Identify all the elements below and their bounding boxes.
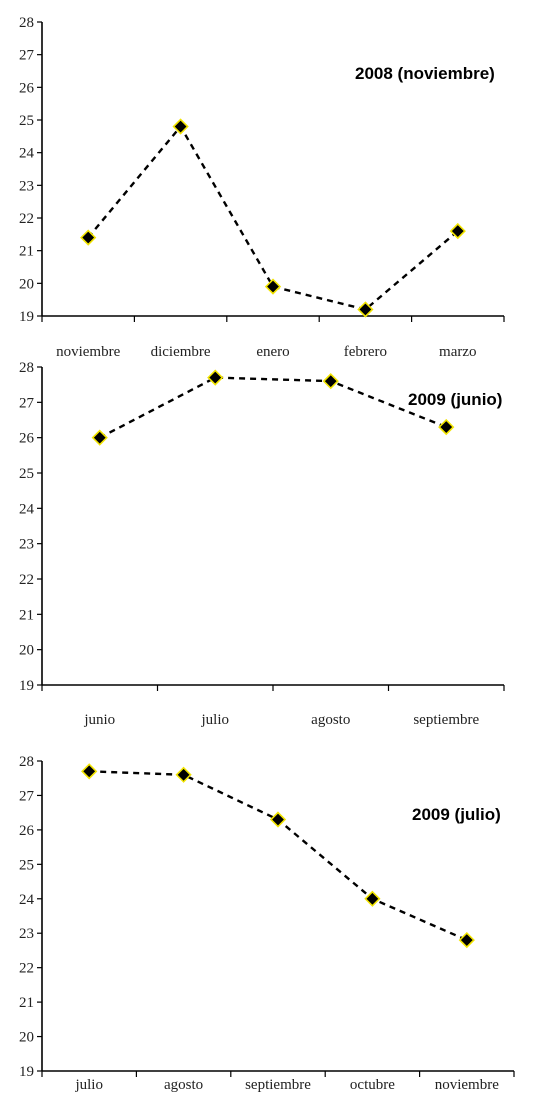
y-tick-label: 20 <box>19 1030 34 1046</box>
x-tick-label: septiembre <box>413 712 479 728</box>
y-tick-label: 25 <box>19 857 34 873</box>
y-tick-label: 28 <box>19 754 34 770</box>
x-tick-label: septiembre <box>245 1077 311 1093</box>
chart-title: 2008 (noviembre) <box>355 64 495 83</box>
chart-panel-2: 19 20 21 22 23 24 25 26 27 28 junio julio agosto sept… <box>19 360 505 728</box>
y-tick-label: 24 <box>19 146 35 162</box>
y-tick-label: 20 <box>19 643 34 659</box>
data-point-marker <box>172 118 189 135</box>
data-point-marker <box>357 301 374 318</box>
y-tick-label: 27 <box>19 48 35 64</box>
data-point-marker <box>438 418 455 436</box>
x-tick-label: marzo <box>439 344 476 360</box>
data-point-marker <box>449 222 466 240</box>
y-tick-label: 24 <box>19 892 35 908</box>
x-tick-label: junio <box>83 712 115 728</box>
y-tick-label: 26 <box>19 80 35 96</box>
x-tick-label: julio <box>74 1077 103 1093</box>
series-line <box>89 770 468 942</box>
x-tick-label: noviembre <box>435 1077 499 1093</box>
y-tick-label: 27 <box>19 788 35 804</box>
y-tick-label: 23 <box>19 926 34 942</box>
y-tick-label: 26 <box>19 431 35 447</box>
data-point-marker <box>364 890 381 907</box>
chart-title: 2009 (junio) <box>408 390 502 409</box>
y-tick-label: 22 <box>19 211 34 227</box>
y-tick-label: 22 <box>19 572 34 588</box>
x-tick-label: febrero <box>344 344 387 360</box>
x-tick-label: octubre <box>350 1077 395 1093</box>
data-point-marker <box>91 429 108 446</box>
y-tick-label: 21 <box>19 244 34 260</box>
y-tick-label: 22 <box>19 961 34 977</box>
y-tick-label: 19 <box>19 309 34 325</box>
data-point-marker <box>207 369 224 386</box>
y-tick-label: 23 <box>19 178 34 194</box>
data-point-marker <box>175 766 192 783</box>
y-tick-label: 21 <box>19 995 34 1011</box>
chart-title: 2009 (julio) <box>412 805 501 824</box>
series-line <box>87 124 459 311</box>
y-tick-label: 19 <box>19 678 34 694</box>
x-tick-label: enero <box>256 344 289 360</box>
y-tick-label: 28 <box>19 15 34 31</box>
y-tick-label: 28 <box>19 360 34 376</box>
x-tick-label: agosto <box>311 712 350 728</box>
data-point-marker <box>458 931 475 949</box>
x-tick-label: noviembre <box>56 344 120 360</box>
data-point-marker <box>81 763 98 780</box>
y-tick-label: 23 <box>19 537 34 553</box>
data-point-marker <box>264 278 282 295</box>
data-point-marker <box>80 229 97 246</box>
x-tick-label: diciembre <box>151 344 211 360</box>
y-tick-label: 21 <box>19 607 34 623</box>
series-line <box>99 376 447 439</box>
chart-panel-1: 19 20 21 22 23 24 25 26 27 28 noviembre diciembre en… <box>19 15 505 360</box>
y-tick-label: 25 <box>19 466 34 482</box>
data-point-marker <box>269 811 287 828</box>
y-tick-label: 25 <box>19 113 34 129</box>
y-tick-label: 27 <box>19 395 35 411</box>
x-tick-label: agosto <box>164 1077 203 1093</box>
chart-panel-3: 19 20 21 22 23 24 25 26 27 28 julio agosto septiembr… <box>19 754 515 1093</box>
y-tick-label: 24 <box>19 501 35 517</box>
x-tick-label: julio <box>200 712 229 728</box>
y-tick-label: 26 <box>19 823 35 839</box>
y-tick-label: 20 <box>19 276 34 292</box>
data-point-marker <box>322 373 339 390</box>
y-tick-label: 19 <box>19 1064 34 1080</box>
